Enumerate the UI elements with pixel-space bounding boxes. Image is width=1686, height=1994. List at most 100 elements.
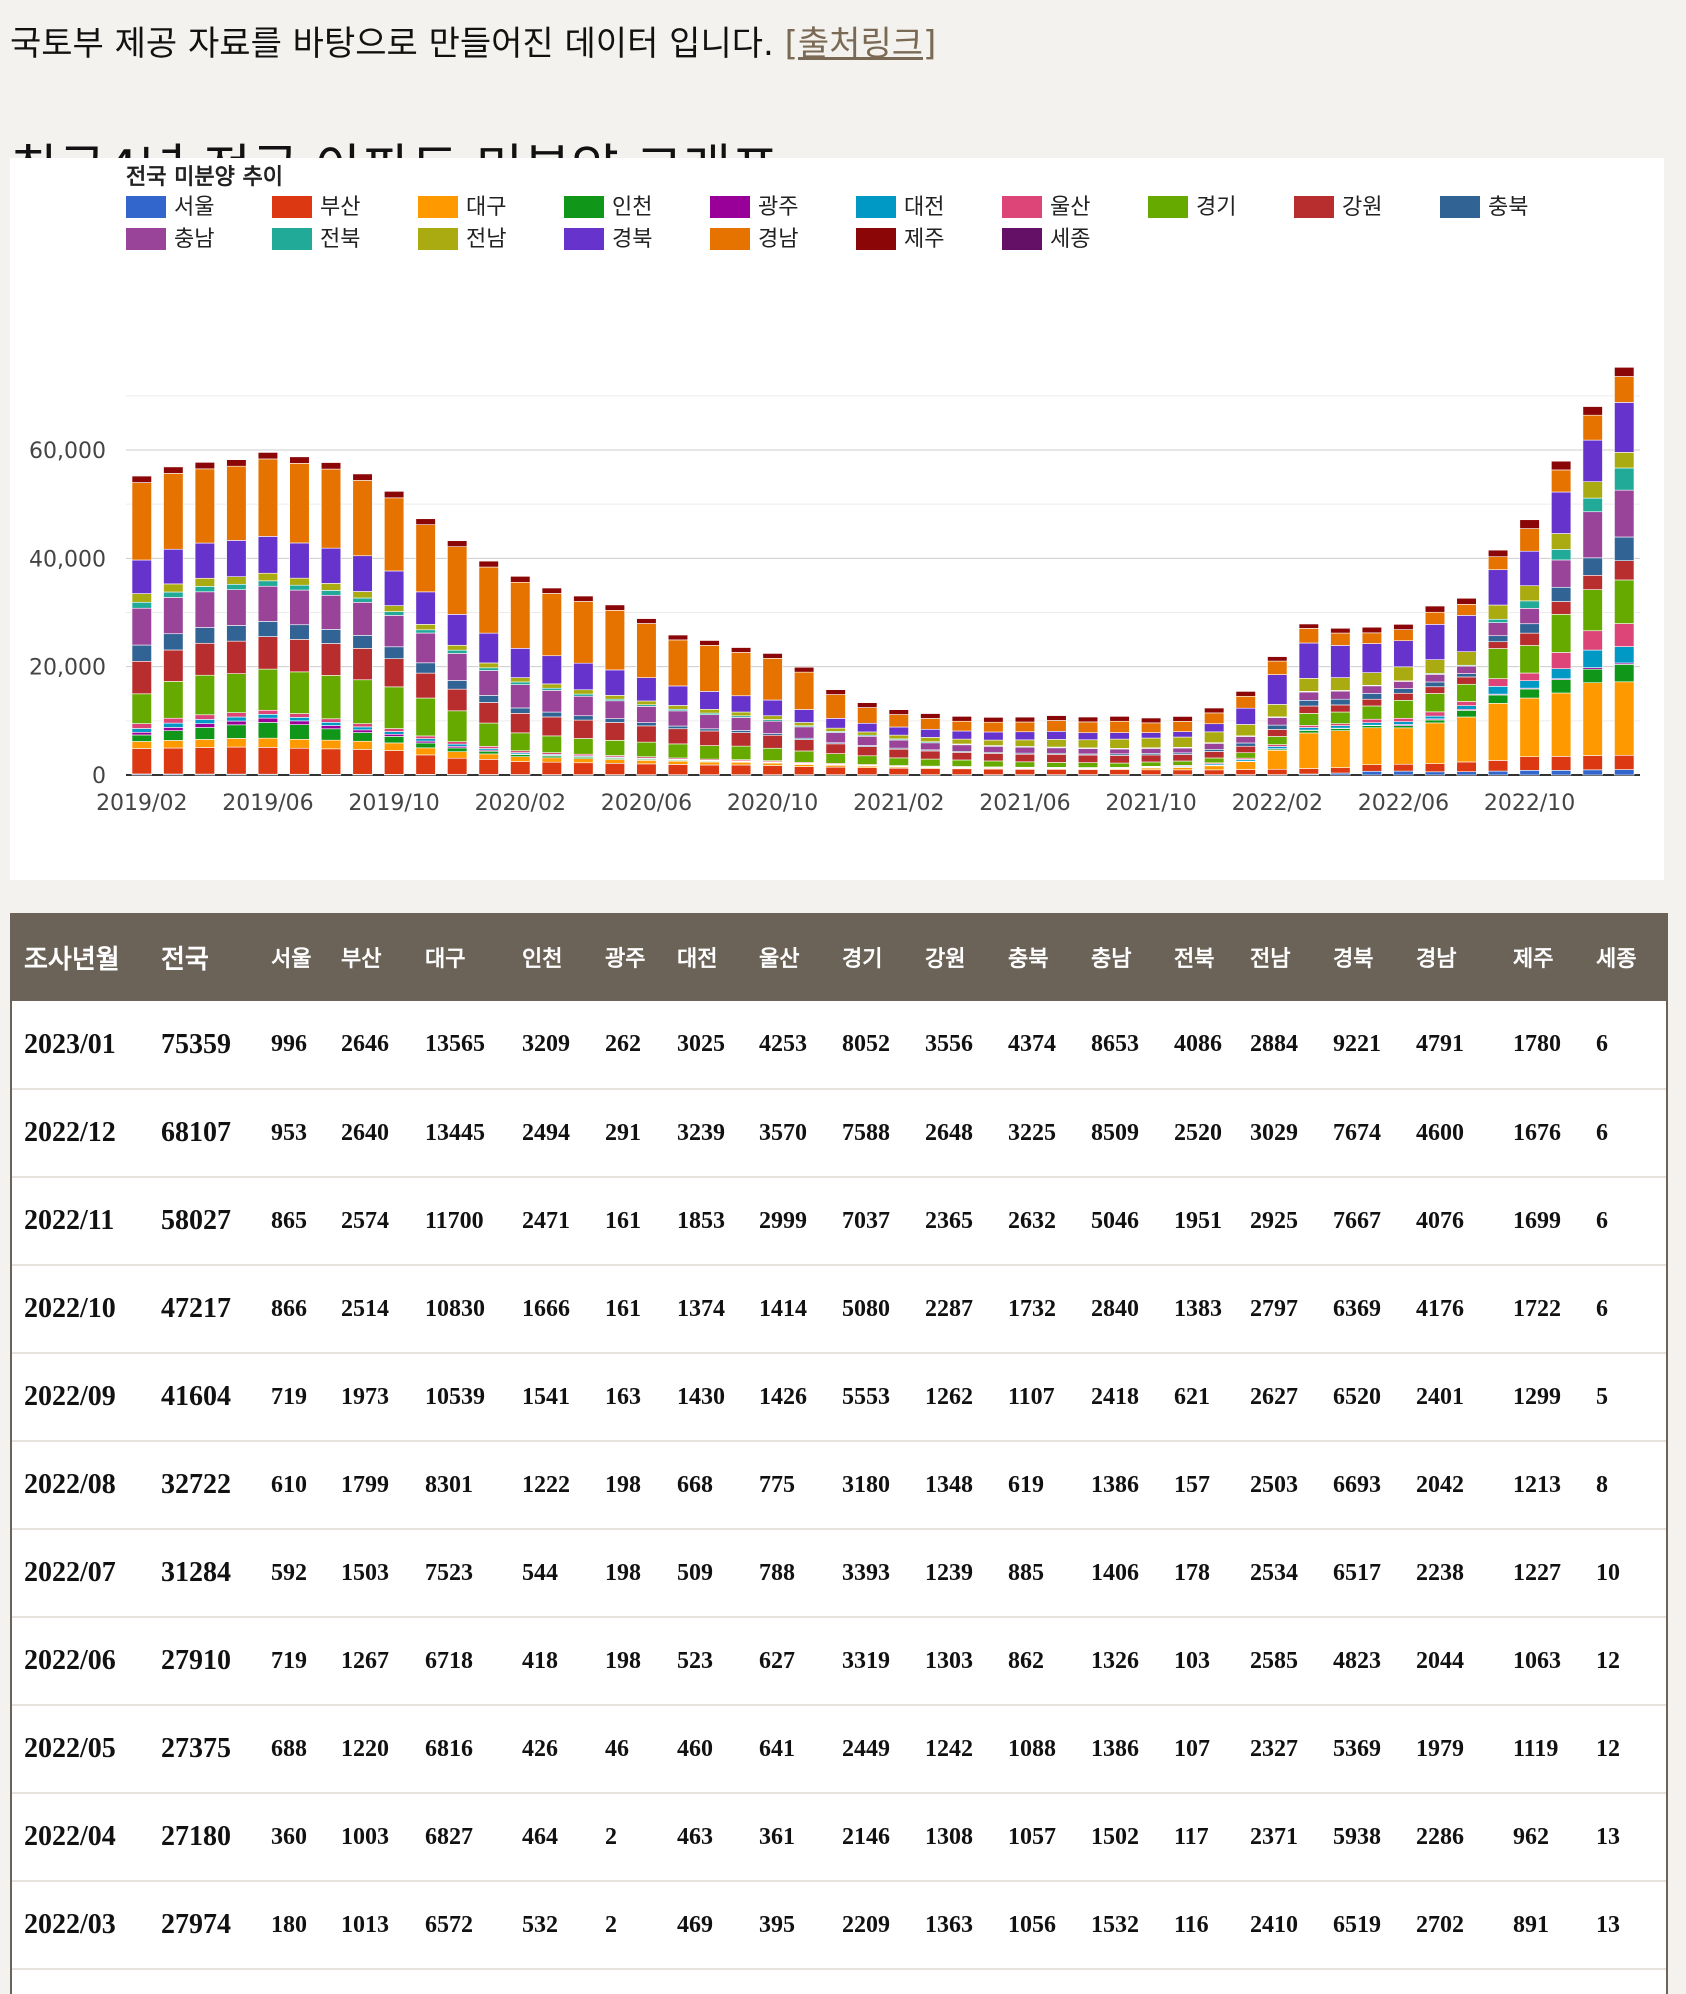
bar-segment[interactable]: 2022/05 서울: 688 [1361,770,1382,776]
bar-segment[interactable]: 2020/04 부산: 2200 [573,762,594,775]
bar-segment[interactable]: 2021/04 부산: 1100 [951,768,972,776]
bar-segment[interactable]: 2021/01 경기: 1600 [857,755,878,765]
bar-segment[interactable]: 2019/11 경남: 12400 [415,524,436,593]
bar-segment[interactable]: 2019/03 전남: 1500 [163,583,184,593]
bar-segment[interactable]: 2022/11 울산: 2999 [1551,652,1572,670]
bar-segment[interactable]: 2019/09 울산: 600 [352,723,373,728]
bar-segment[interactable]: 2020/05 강원: 3300 [604,722,625,741]
bar-segment[interactable]: 2021/11 경기: 800 [1172,760,1193,766]
bar-segment[interactable]: 2020/10 경기: 2300 [762,747,783,761]
bar-segment[interactable]: 2021/07 경남: 2000 [1046,720,1067,732]
bar-segment[interactable]: 2021/01 전남: 600 [857,731,878,736]
bar-segment[interactable]: 2022/10 경북: 6369 [1519,550,1540,587]
legend-item[interactable]: 충북 [1440,195,1528,220]
bar-segment[interactable]: 2021/10 전남: 1800 [1141,737,1162,749]
bar-segment[interactable]: 2022/07 울산: 788 [1424,711,1446,717]
bar-segment[interactable]: 2021/11 부산: 900 [1172,769,1193,776]
bar-segment[interactable]: 2020/08 부산: 1800 [699,764,720,776]
bar-segment[interactable]: 2022/10 대전: 1374 [1519,680,1540,689]
bar-segment[interactable]: 2019/12 대전: 400 [447,743,468,747]
legend-item[interactable]: 대전 [856,195,944,220]
bar-segment[interactable]: 2020/10 충남: 2300 [762,720,783,734]
bar-segment[interactable]: 2021/03 부산: 1150 [920,768,941,776]
bar-segment[interactable]: 2019/04 광주: 700 [194,723,215,728]
bar-segment[interactable]: 2019/06 제주: 1200 [257,452,279,460]
bar-segment[interactable]: 2021/11 경남: 1900 [1172,721,1193,732]
bar-segment[interactable]: 2022/04 경남: 2286 [1330,632,1351,646]
bar-segment[interactable]: 2021/09 제주: 900 [1109,716,1130,722]
bar-segment[interactable]: 2022/07 강원: 1239 [1424,686,1446,694]
bar-segment[interactable]: 2022/08 충남: 1386 [1456,665,1477,674]
bar-segment[interactable]: 2022/09 대전: 1430 [1487,686,1509,695]
bar-segment[interactable]: 2020/01 전남: 900 [478,662,499,669]
bar-segment[interactable]: 2019/11 대구: 1300 [415,747,436,756]
bar-segment[interactable]: 2023/01 충북: 4374 [1614,536,1635,561]
table-header-cell[interactable]: 충북 [1008,946,1049,971]
bar-segment[interactable]: 2021/11 충남: 900 [1172,747,1193,754]
bar-segment[interactable]: 2021/10 경남: 1800 [1141,722,1162,733]
bar-segment[interactable]: 2023/01 세종: 6 [1614,366,1635,368]
bar-segment[interactable]: 2019/02 경남: 14300 [131,482,152,561]
bar-segment[interactable]: 2019/03 부산: 4800 [163,747,184,775]
bar-segment[interactable]: 2021/07 경북: 1500 [1046,731,1067,740]
bar-segment[interactable]: 2019/05 부산: 5000 [226,746,247,775]
bar-segment[interactable]: 2021/03 경북: 1500 [920,728,941,738]
bar-segment[interactable]: 2022/02 제주: 900 [1267,655,1288,662]
bar-segment[interactable]: 2022/12 경북: 7674 [1582,439,1603,482]
legend-item[interactable]: 부산 [272,195,360,220]
bar-segment[interactable]: 2019/12 경기: 5700 [447,710,468,742]
bar-segment[interactable]: 2020/02 대구: 900 [510,756,531,762]
bar-segment[interactable]: 2021/02 충남: 1500 [888,739,909,749]
bar-segment[interactable]: 2021/09 부산: 950 [1109,769,1130,775]
bar-segment[interactable]: 2021/02 전남: 700 [888,734,909,740]
bar-segment[interactable]: 2019/05 충북: 2900 [226,625,247,642]
bar-segment[interactable]: 2021/03 전남: 800 [920,737,941,743]
bar-segment[interactable]: 2020/12 제주: 900 [825,689,846,695]
bar-segment[interactable]: 2019/07 경남: 14700 [289,463,310,544]
bar-segment[interactable]: 2019/04 대구: 1500 [194,739,215,748]
bar-segment[interactable]: 2020/03 대구: 800 [541,757,562,763]
bar-segment[interactable]: 2021/08 전남: 1500 [1077,739,1099,749]
bar-segment[interactable]: 2020/03 경기: 3100 [541,735,562,753]
bar-segment[interactable]: 2019/02 경기: 5500 [131,693,152,724]
bar-segment[interactable]: 2022/10 경기: 5080 [1519,645,1540,674]
bar-segment[interactable]: 2022/12 강원: 2648 [1582,574,1603,590]
bar-segment[interactable]: 2022/04 부산: 1003 [1330,767,1351,774]
bar-segment[interactable]: 2022/11 충남: 5046 [1551,559,1572,588]
bar-segment[interactable]: 2022/01 부산: 950 [1235,769,1256,775]
bar-segment[interactable]: 2019/05 대전: 750 [226,716,247,722]
bar-segment[interactable]: 2019/02 전북: 1100 [131,601,152,609]
bar-segment[interactable]: 2021/09 충남: 900 [1109,748,1130,755]
legend-item[interactable]: 충남 [126,227,214,252]
legend-item[interactable]: 경기 [1148,195,1236,220]
bar-segment[interactable]: 2020/09 경북: 3000 [730,695,752,713]
bar-segment[interactable]: 2022/09 인천: 1541 [1487,694,1509,704]
bar-segment[interactable]: 2019/07 대전: 650 [289,717,310,722]
bar-segment[interactable]: 2022/02 대구: 3500 [1267,749,1288,770]
bar-segment[interactable]: 2022/03 대전: 469 [1298,727,1319,731]
bar-segment[interactable]: 2022/04 충북: 1057 [1330,698,1351,706]
bar-segment[interactable]: 2019/03 전북: 1000 [163,591,184,598]
bar-segment[interactable]: 2019/08 광주: 600 [320,725,342,730]
bar-segment[interactable]: 2021/05 제주: 900 [983,717,1004,723]
bar-segment[interactable]: 2022/06 강원: 1303 [1393,692,1414,701]
bar-segment[interactable]: 2022/11 인천: 2471 [1551,679,1572,694]
bar-segment[interactable]: 2020/03 제주: 1000 [541,587,562,594]
bar-segment[interactable]: 2021/07 강원: 1500 [1046,754,1067,763]
bar-segment[interactable]: 2020/06 경남: 10000 [636,623,657,678]
bar-segment[interactable]: 2019/08 대전: 600 [320,721,342,726]
bar-segment[interactable]: 2022/11 충북: 2632 [1551,586,1572,602]
bar-segment[interactable]: 2019/10 충남: 5800 [384,615,405,648]
bar-segment[interactable]: 2022/04 전남: 2371 [1330,677,1351,691]
bar-segment[interactable]: 2021/12 제주: 900 [1204,707,1225,714]
bar-segment[interactable]: 2019/04 경북: 6500 [194,542,215,579]
bar-segment[interactable]: 2019/03 제주: 1200 [163,466,184,474]
bar-segment[interactable]: 2021/06 충남: 1100 [1014,746,1036,754]
source-link[interactable]: [출처링크] [784,24,937,64]
table-header-cell[interactable]: 제주 [1513,946,1554,971]
bar-segment[interactable]: 2019/05 강원: 6000 [226,640,247,674]
bar-segment[interactable]: 2022/12 전남: 3029 [1582,481,1603,499]
bar-segment[interactable]: 2020/04 전남: 800 [573,689,594,695]
bar-segment[interactable]: 2022/09 경북: 6520 [1487,569,1509,606]
bar-segment[interactable]: 2022/05 충북: 1088 [1361,693,1382,700]
